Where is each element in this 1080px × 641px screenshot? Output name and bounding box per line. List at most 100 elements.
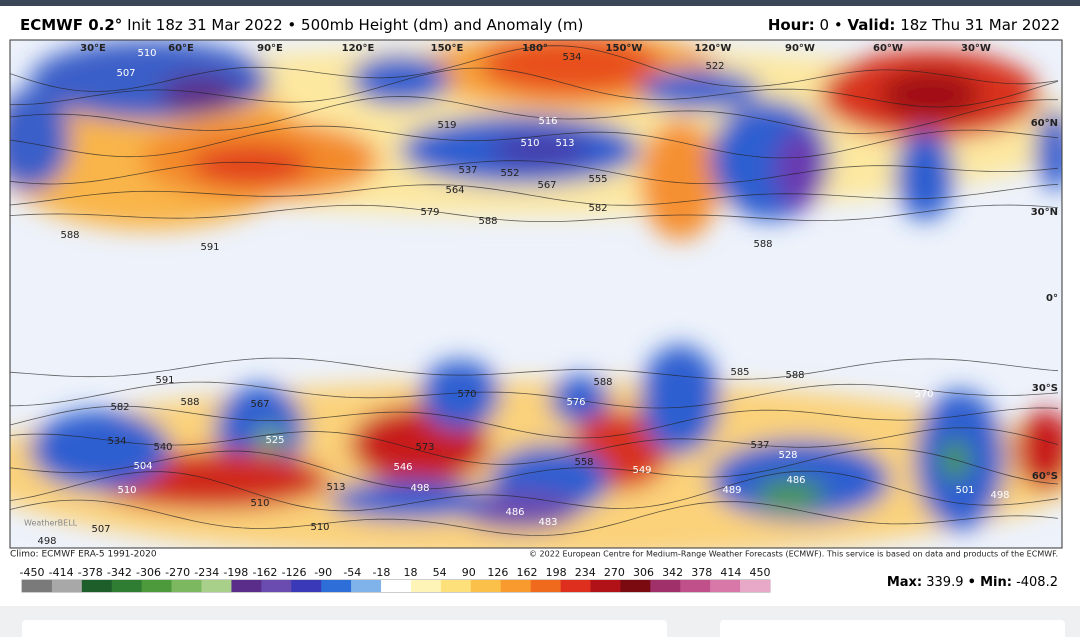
contour-label: 579 bbox=[420, 207, 439, 218]
contour-line bbox=[10, 405, 1059, 439]
contour-line bbox=[10, 427, 1059, 465]
colorbar-tick-label: -18 bbox=[372, 566, 390, 579]
hour: 0 • bbox=[820, 16, 843, 34]
colorbar-swatch bbox=[111, 580, 142, 592]
contour-label: 510 bbox=[310, 522, 329, 533]
colorbar-tick-label: -126 bbox=[282, 566, 307, 579]
anomaly-blob bbox=[710, 440, 890, 520]
colorbar-swatch bbox=[410, 580, 442, 592]
contour-label: 537 bbox=[458, 165, 477, 176]
contour-line bbox=[10, 96, 1059, 134]
colorbar-swatch bbox=[740, 580, 771, 592]
contour-label: 564 bbox=[445, 185, 464, 196]
colorbar-tick-label: 234 bbox=[575, 566, 596, 579]
map-frame bbox=[9, 39, 1063, 549]
contour-label: 528 bbox=[778, 450, 797, 461]
contour-label: 570 bbox=[914, 389, 933, 400]
colorbar-tick-label: 126 bbox=[487, 566, 508, 579]
anomaly-blob bbox=[330, 480, 490, 520]
contour-label: 522 bbox=[705, 61, 724, 72]
colorbar-tick-label: -54 bbox=[343, 566, 361, 579]
contour-label: 510 bbox=[250, 498, 269, 509]
contour-label: 507 bbox=[91, 524, 110, 535]
contour-label: 501 bbox=[955, 485, 974, 496]
min-label: Min: bbox=[980, 575, 1012, 590]
card bbox=[720, 620, 1065, 640]
contour-label: 582 bbox=[588, 203, 607, 214]
contour-line bbox=[10, 45, 1059, 92]
colorbar-swatch bbox=[470, 580, 502, 592]
contour-label: 486 bbox=[786, 475, 805, 486]
longitude-label: 90°W bbox=[785, 43, 815, 54]
colorbar-swatch bbox=[22, 580, 53, 592]
colorbar-tick-label: -198 bbox=[223, 566, 248, 579]
anomaly-blob bbox=[30, 410, 170, 490]
anomaly-blob bbox=[755, 480, 825, 510]
colorbar-tick-label: -414 bbox=[49, 566, 74, 579]
contour-line bbox=[10, 183, 1059, 206]
colorbar-swatch bbox=[321, 580, 352, 592]
colorbar-tick-label: 306 bbox=[633, 566, 654, 579]
contour-label: 588 bbox=[785, 370, 804, 381]
colorbar-swatch bbox=[231, 580, 262, 592]
contour-label: 567 bbox=[537, 180, 556, 191]
contour-label: 537 bbox=[750, 440, 769, 451]
colorbar-tick-label: 90 bbox=[462, 566, 476, 579]
contour-label: 573 bbox=[415, 442, 434, 453]
anomaly-field bbox=[10, 40, 1062, 548]
colorbar-swatch bbox=[560, 580, 591, 592]
contour-label: 516 bbox=[538, 116, 557, 127]
contour-label: 489 bbox=[722, 485, 741, 496]
colorbar-swatch bbox=[381, 580, 412, 592]
latitude-label: 60°S bbox=[1032, 471, 1058, 482]
colorbar-tick-label: 270 bbox=[604, 566, 625, 579]
colorbar-tick-label: 54 bbox=[433, 566, 447, 579]
longitude-label: 90°E bbox=[257, 43, 283, 54]
colorbar-swatch bbox=[590, 580, 621, 592]
map-labels: 30°E 60°E 90°E 120°E 150°E 180° 150°W 120°W 90°W… bbox=[37, 43, 1058, 547]
colorbar-swatch bbox=[291, 580, 322, 592]
contour-label: 534 bbox=[562, 52, 581, 63]
colorbar-tick-label: -162 bbox=[252, 566, 277, 579]
valid-label: Valid: bbox=[848, 16, 896, 34]
longitude-label: 120°E bbox=[342, 43, 375, 54]
colorbar-tick-label: 450 bbox=[750, 566, 771, 579]
colorbar-swatch bbox=[620, 580, 651, 592]
anomaly-blob bbox=[640, 120, 720, 240]
longitude-label: 150°W bbox=[606, 43, 643, 54]
contour-label: 576 bbox=[566, 397, 585, 408]
contour-label: 540 bbox=[153, 442, 172, 453]
card bbox=[22, 620, 667, 640]
longitude-label: 30°E bbox=[80, 43, 106, 54]
latitude-label: 60°N bbox=[1031, 118, 1058, 129]
copyright: © 2022 European Centre for Medium-Range … bbox=[529, 550, 1058, 559]
contour-label: 588 bbox=[180, 397, 199, 408]
contour-label: 552 bbox=[500, 168, 519, 179]
anomaly-blob bbox=[490, 135, 590, 165]
longitude-label: 30°W bbox=[961, 43, 991, 54]
anomaly-blob bbox=[160, 75, 240, 115]
valid: 18z Thu 31 Mar 2022 bbox=[900, 16, 1060, 34]
description: Init 18z 31 Mar 2022 • 500mb Height (dm)… bbox=[127, 16, 583, 34]
max-label: Max: bbox=[887, 575, 922, 590]
contour-line bbox=[10, 499, 1059, 536]
colorbar-swatch bbox=[351, 580, 382, 592]
anomaly-blob bbox=[480, 40, 660, 95]
colorbar-swatch bbox=[500, 580, 531, 592]
colorbar-tick-label: 198 bbox=[546, 566, 567, 579]
longitude-label: 120°W bbox=[695, 43, 732, 54]
contour-label: 591 bbox=[200, 242, 219, 253]
colorbar-tick-label: -234 bbox=[194, 566, 219, 579]
contour-line bbox=[10, 125, 1059, 159]
watermark: WeatherBELL bbox=[24, 519, 78, 528]
contours bbox=[10, 45, 1059, 536]
colorbar-tick-label: -270 bbox=[165, 566, 190, 579]
anomaly-blob bbox=[640, 70, 760, 110]
colorbar-tick-label: -306 bbox=[136, 566, 161, 579]
hour-label: Hour: bbox=[768, 16, 815, 34]
contour-label: 504 bbox=[133, 461, 152, 472]
anomaly-blob bbox=[640, 345, 720, 455]
latitude-label: 30°S bbox=[1032, 383, 1058, 394]
